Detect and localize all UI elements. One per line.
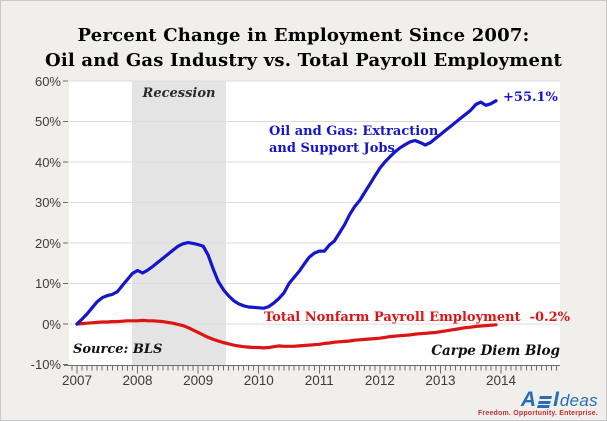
aei-letter-e-bars-icon: [537, 392, 553, 408]
chart-title-line2: Oil and Gas Industry vs. Total Payroll E…: [45, 50, 562, 71]
y-axis-label--10%: -10%: [30, 357, 61, 372]
y-axis-label-10%: 10%: [34, 276, 61, 291]
x-axis-label-2007: 2007: [61, 373, 93, 388]
y-axis-label-20%: 20%: [34, 235, 61, 251]
oil-gas-series-label-line2: and Support Jobs: [269, 141, 395, 156]
x-axis-label-2013: 2013: [425, 373, 456, 388]
source-note: Source: BLS: [73, 342, 163, 357]
nonfarm-line: [75, 318, 498, 350]
chart-title-line1: Percent Change in Employment Since 2007:: [77, 25, 530, 46]
oil-gas-line: [75, 99, 498, 326]
chart-title: Percent Change in Employment Since 2007:…: [1, 23, 606, 73]
aei-letter-a: A: [520, 388, 537, 411]
y-axis-label-30%: 30%: [34, 195, 61, 210]
x-axis-label-2009: 2009: [183, 373, 214, 388]
aei-ideas-logo: A I deas Freedom. Opportunity. Enterpris…: [478, 389, 598, 417]
credit-note: Carpe Diem Blog: [431, 343, 560, 359]
y-axis-label-0%: 0%: [42, 316, 61, 332]
nonfarm-series-label-text: Total Nonfarm Payroll Employment: [264, 310, 521, 325]
x-axis-label-2014: 2014: [486, 373, 517, 388]
x-axis-label-2010: 2010: [243, 373, 274, 388]
aei-tagline: Freedom. Opportunity. Enterprise.: [477, 410, 598, 417]
oil-gas-end-value: +55.1%: [503, 90, 558, 105]
y-axis-label-60%: 60%: [34, 73, 61, 89]
oil-gas-series-label-line1: Oil and Gas: Extraction: [269, 124, 439, 139]
y-axis-label-40%: 40%: [34, 154, 61, 170]
x-axis-label-2011: 2011: [304, 373, 334, 388]
nonfarm-series-label: Total Nonfarm Payroll Employment -0.2%: [264, 310, 570, 325]
oil-gas-series-label: Oil and Gas: Extraction and Support Jobs: [269, 123, 438, 157]
aei-ideas-suffix: deas: [559, 391, 598, 410]
aei-letter-i: I: [553, 388, 559, 411]
y-axis-label-50%: 50%: [34, 114, 61, 129]
recession-band-label: Recession: [142, 86, 216, 101]
x-axis-label-2008: 2008: [122, 373, 153, 388]
nonfarm-end-value: -0.2%: [529, 310, 570, 325]
x-axis-label-2012: 2012: [364, 373, 395, 388]
recession-band: [132, 81, 226, 365]
aei-ideas-wordmark: A I deas: [478, 388, 598, 411]
